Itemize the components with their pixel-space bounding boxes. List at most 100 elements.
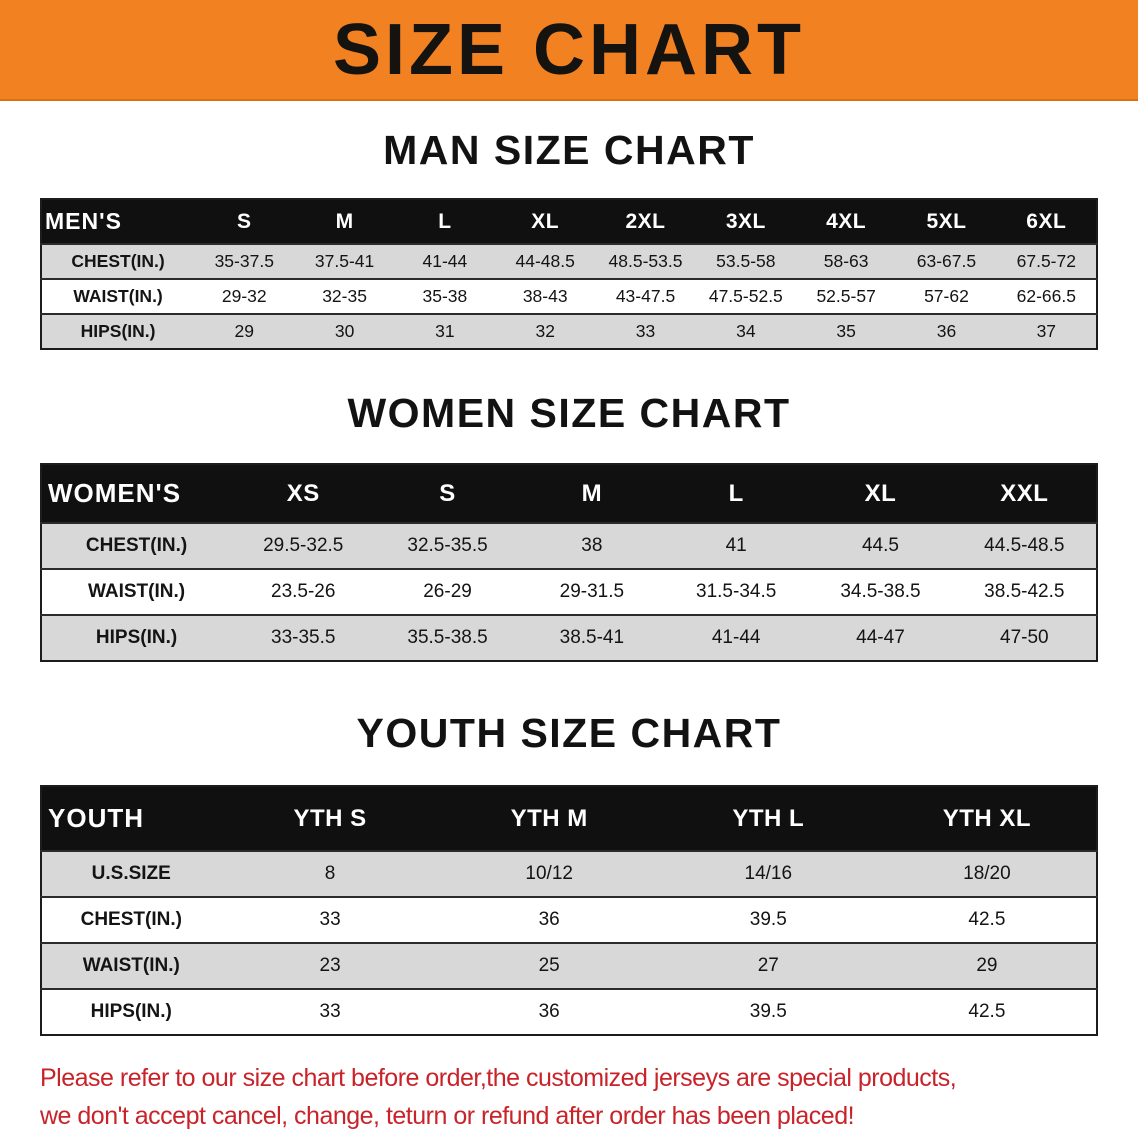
measure-value-cell: 38: [520, 523, 664, 569]
measure-label-cell: U.S.SIZE: [41, 851, 221, 897]
measure-value-cell: 44.5: [808, 523, 952, 569]
size-header-cell: L: [395, 199, 495, 244]
measure-value-cell: 62-66.5: [997, 279, 1097, 314]
table-title-cell: YOUTH: [41, 786, 221, 851]
measure-label-cell: CHEST(IN.): [41, 523, 231, 569]
measure-value-cell: 52.5-57: [796, 279, 896, 314]
measure-value-cell: 8: [221, 851, 440, 897]
measure-value-cell: 32-35: [294, 279, 394, 314]
measure-value-cell: 48.5-53.5: [595, 244, 695, 279]
measure-value-cell: 29: [194, 314, 294, 349]
measure-value-cell: 42.5: [878, 989, 1097, 1035]
title-banner: SIZE CHART: [0, 0, 1138, 101]
size-header-cell: 2XL: [595, 199, 695, 244]
measure-value-cell: 14/16: [659, 851, 878, 897]
measure-value-cell: 44-48.5: [495, 244, 595, 279]
measure-label-cell: HIPS(IN.): [41, 989, 221, 1035]
measure-value-cell: 23.5-26: [231, 569, 375, 615]
measure-value-cell: 29-31.5: [520, 569, 664, 615]
measure-value-cell: 38.5-42.5: [953, 569, 1097, 615]
measure-value-cell: 34: [696, 314, 796, 349]
measure-value-cell: 29-32: [194, 279, 294, 314]
measure-value-cell: 35-37.5: [194, 244, 294, 279]
measure-value-cell: 33: [595, 314, 695, 349]
men-section-heading: MAN SIZE CHART: [0, 127, 1138, 174]
size-header-cell: XL: [495, 199, 595, 244]
measure-value-cell: 37.5-41: [294, 244, 394, 279]
disclaimer-line-1: Please refer to our size chart before or…: [40, 1060, 1098, 1098]
measure-value-cell: 67.5-72: [997, 244, 1097, 279]
measure-value-cell: 38-43: [495, 279, 595, 314]
measure-value-cell: 32: [495, 314, 595, 349]
measure-value-cell: 30: [294, 314, 394, 349]
measure-label-cell: HIPS(IN.): [41, 615, 231, 661]
measure-value-cell: 35: [796, 314, 896, 349]
measure-value-cell: 35-38: [395, 279, 495, 314]
size-header-cell: XS: [231, 464, 375, 523]
page-title: SIZE CHART: [333, 14, 805, 86]
table-title-cell: MEN'S: [41, 199, 194, 244]
measure-value-cell: 33: [221, 989, 440, 1035]
size-header-cell: XXL: [953, 464, 1097, 523]
measure-label-cell: WAIST(IN.): [41, 569, 231, 615]
size-header-cell: L: [664, 464, 808, 523]
size-header-cell: M: [520, 464, 664, 523]
measure-value-cell: 31.5-34.5: [664, 569, 808, 615]
size-header-cell: M: [294, 199, 394, 244]
measure-value-cell: 53.5-58: [696, 244, 796, 279]
measure-value-cell: 37: [997, 314, 1097, 349]
youth-section-heading: YOUTH SIZE CHART: [0, 710, 1138, 757]
measure-value-cell: 23: [221, 943, 440, 989]
measure-value-cell: 32.5-35.5: [375, 523, 519, 569]
measure-value-cell: 27: [659, 943, 878, 989]
measure-value-cell: 44.5-48.5: [953, 523, 1097, 569]
measure-value-cell: 63-67.5: [896, 244, 996, 279]
measure-value-cell: 47.5-52.5: [696, 279, 796, 314]
measure-value-cell: 41: [664, 523, 808, 569]
measure-value-cell: 29.5-32.5: [231, 523, 375, 569]
size-header-cell: 3XL: [696, 199, 796, 244]
size-header-cell: XL: [808, 464, 952, 523]
measure-value-cell: 47-50: [953, 615, 1097, 661]
measure-value-cell: 36: [896, 314, 996, 349]
size-header-cell: YTH M: [440, 786, 659, 851]
measure-value-cell: 58-63: [796, 244, 896, 279]
measure-value-cell: 42.5: [878, 897, 1097, 943]
measure-value-cell: 33: [221, 897, 440, 943]
measure-value-cell: 25: [440, 943, 659, 989]
measure-value-cell: 57-62: [896, 279, 996, 314]
measure-label-cell: CHEST(IN.): [41, 897, 221, 943]
measure-value-cell: 43-47.5: [595, 279, 695, 314]
disclaimer: Please refer to our size chart before or…: [40, 1060, 1098, 1135]
measure-value-cell: 44-47: [808, 615, 952, 661]
size-header-cell: 5XL: [896, 199, 996, 244]
measure-value-cell: 39.5: [659, 989, 878, 1035]
disclaimer-line-2: we don't accept cancel, change, teturn o…: [40, 1098, 1098, 1135]
measure-value-cell: 41-44: [395, 244, 495, 279]
measure-value-cell: 18/20: [878, 851, 1097, 897]
measure-value-cell: 29: [878, 943, 1097, 989]
measure-value-cell: 38.5-41: [520, 615, 664, 661]
measure-value-cell: 34.5-38.5: [808, 569, 952, 615]
size-header-cell: S: [375, 464, 519, 523]
table-title-cell: WOMEN'S: [41, 464, 231, 523]
size-header-cell: 6XL: [997, 199, 1097, 244]
